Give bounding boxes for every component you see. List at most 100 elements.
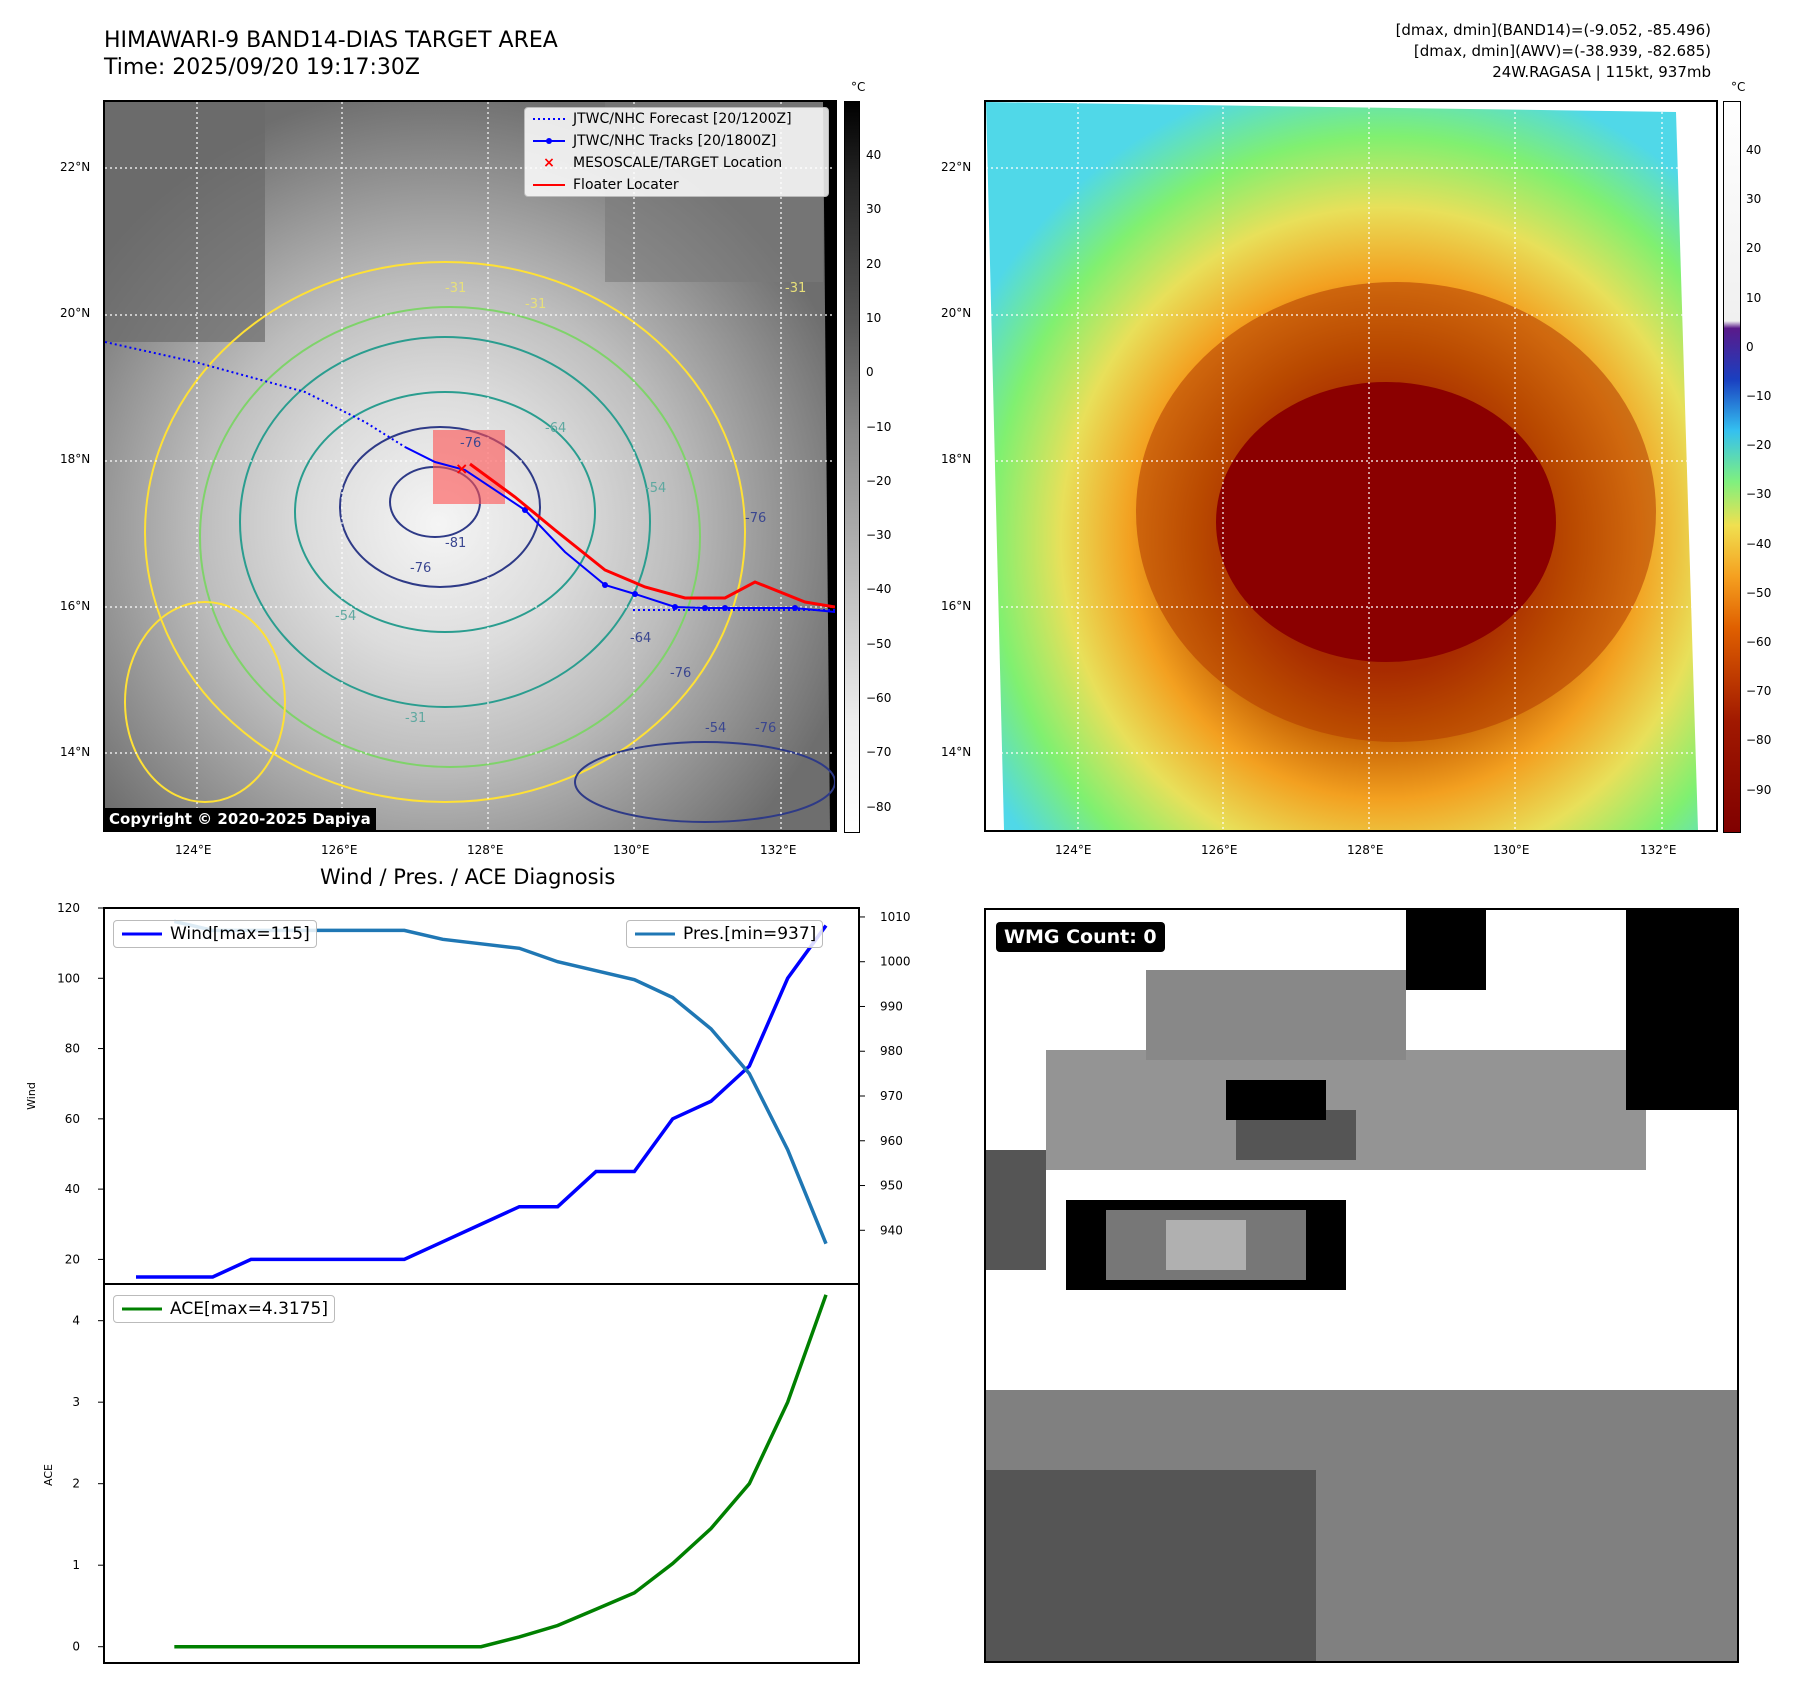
colorbar-tick: 20: [866, 256, 882, 271]
steelblue-line-icon: [635, 932, 675, 936]
lon-tick: 132°E: [760, 843, 797, 857]
awv-map: [986, 102, 1716, 830]
line-marker-icon: [533, 138, 565, 144]
wmg-panel: [984, 908, 1739, 1663]
diagnosis-chart-title: Wind / Pres. / ACE Diagnosis: [320, 865, 616, 889]
ace-panel: [103, 1283, 860, 1664]
pressure-tick-label: 970: [880, 1089, 903, 1103]
colorbar-tick: −20: [1746, 438, 1772, 453]
band14-map-panel: × -31 -31 -31 -54 -64 -76 -81 -76 -64 -7…: [103, 100, 837, 832]
contour-label: -54: [335, 609, 356, 624]
legend-item-tracks: JTWC/NHC Tracks [20/1800Z]: [525, 130, 828, 152]
info-line2: [dmax, dmin](AWV)=(-38.939, -82.685): [1413, 42, 1711, 60]
colorbar-tick: 30: [1746, 192, 1762, 207]
lat-tick: 14°N: [60, 745, 91, 759]
contour-label: -31: [445, 281, 466, 296]
ace-series-line: [174, 1294, 828, 1649]
colorbar-tick: 30: [866, 202, 882, 217]
wind-legend-label: Wind[max=115]: [170, 924, 310, 944]
dotted-line-icon: [533, 118, 565, 120]
wind-tick-label: 80: [65, 1042, 80, 1056]
forecast-track: [105, 341, 406, 448]
colorbar-tick: −60: [866, 691, 892, 705]
contour-label: -76: [410, 561, 431, 576]
wind-axis-label: Wind: [25, 1082, 38, 1110]
legend-item-floater: Floater Locater: [525, 174, 828, 196]
colorbar-tick: −80: [866, 799, 892, 814]
colorbar-unit: °C: [851, 80, 866, 94]
ace-legend-label: ACE[max=4.3175]: [170, 1299, 328, 1319]
pressure-tick-label: 1000: [880, 955, 911, 969]
lon-tick: 126°E: [1201, 843, 1238, 857]
floater-locater: [469, 462, 835, 609]
copyright-label: Copyright © 2020-2025 Dapiya: [104, 808, 376, 830]
info-line1: [dmax, dmin](BAND14)=(-9.052, -85.496): [1395, 21, 1711, 39]
lat-tick: 14°N: [941, 745, 972, 759]
contour-label: -76: [460, 436, 481, 451]
colorbar-tick: −70: [866, 745, 892, 760]
wind-tick-label: 100: [57, 971, 80, 985]
awv-map-panel: [984, 100, 1718, 832]
ace-tick-label: 0: [72, 1640, 80, 1654]
diagnosis-charts: Wind Pressure ACE 2040608010012094095096…: [25, 901, 911, 1664]
ace-legend: ACE[max=4.3175]: [113, 1295, 335, 1323]
wind-tick-label: 120: [57, 901, 80, 915]
band14-map: × -31 -31 -31 -54 -64 -76 -81 -76 -64 -7…: [105, 102, 835, 830]
ace-tick-label: 2: [72, 1477, 80, 1491]
lon-tick: 124°E: [175, 843, 212, 857]
wind-series-line: [136, 924, 828, 1279]
grayscale-colorbar: [844, 101, 860, 833]
lat-tick: 22°N: [60, 160, 91, 174]
contour-label: -81: [445, 536, 466, 551]
colorbar-tick: −50: [866, 636, 892, 651]
blue-line-icon: [122, 932, 162, 936]
wind-tick-label: 60: [65, 1112, 80, 1126]
colorbar-tick: −70: [1746, 684, 1772, 699]
pressure-tick-label: 950: [880, 1179, 903, 1193]
colorbar-tick: 0: [1746, 339, 1754, 354]
lat-tick: 18°N: [60, 452, 91, 466]
colorbar-tick: −40: [866, 582, 892, 597]
contour-label: -54: [705, 721, 726, 736]
lon-tick: 132°E: [1640, 843, 1677, 857]
legend-label: MESOSCALE/TARGET Location: [573, 155, 783, 171]
wmg-count-badge: WMG Count: 0: [996, 922, 1165, 952]
contour-label: -31: [525, 297, 546, 312]
contour-label: -54: [645, 481, 666, 496]
pressure-legend-label: Pres.[min=937]: [683, 924, 817, 944]
pressure-tick-label: 1010: [880, 910, 911, 924]
wind-legend: Wind[max=115]: [113, 920, 317, 948]
ace-tick-label: 4: [72, 1314, 80, 1328]
contour-label: -76: [745, 511, 766, 526]
lon-tick: 124°E: [1055, 843, 1092, 857]
contour-label: -64: [545, 421, 566, 436]
colorbar-tick: −10: [866, 419, 892, 434]
colorbar-tick: 10: [1746, 290, 1762, 305]
legend-label: JTWC/NHC Tracks [20/1800Z]: [573, 133, 777, 149]
legend-label: JTWC/NHC Forecast [20/1200Z]: [573, 111, 792, 127]
colorbar-tick: −20: [866, 473, 892, 488]
lat-tick: 22°N: [941, 160, 972, 174]
awv-colorbar: [1723, 101, 1741, 833]
ace-axis-label: ACE: [42, 1464, 55, 1486]
lat-tick: 20°N: [60, 306, 91, 320]
map-legend: JTWC/NHC Forecast [20/1200Z] JTWC/NHC Tr…: [524, 107, 829, 197]
lat-tick: 16°N: [60, 599, 91, 613]
ace-tick-label: 1: [72, 1558, 80, 1572]
x-marker-icon: ×: [543, 155, 555, 171]
colorbar-tick: −10: [1746, 389, 1772, 403]
pressure-tick-label: 940: [880, 1223, 903, 1237]
observed-track: [404, 446, 835, 613]
lat-tick: 20°N: [941, 306, 972, 320]
colorbar-tick: −30: [1746, 487, 1772, 502]
info-line3: 24W.RAGASA | 115kt, 937mb: [1492, 63, 1711, 81]
colorbar-tick: −60: [1746, 635, 1772, 649]
ace-tick-label: 3: [72, 1395, 80, 1409]
colorbar-tick: 10: [866, 310, 882, 325]
pressure-tick-label: 990: [880, 999, 903, 1013]
pressure-tick-label: 980: [880, 1044, 903, 1058]
colorbar-tick: −80: [1746, 733, 1772, 748]
contour-label: -76: [755, 721, 776, 736]
target-marker: ×: [455, 459, 468, 478]
legend-label: Floater Locater: [573, 177, 679, 193]
